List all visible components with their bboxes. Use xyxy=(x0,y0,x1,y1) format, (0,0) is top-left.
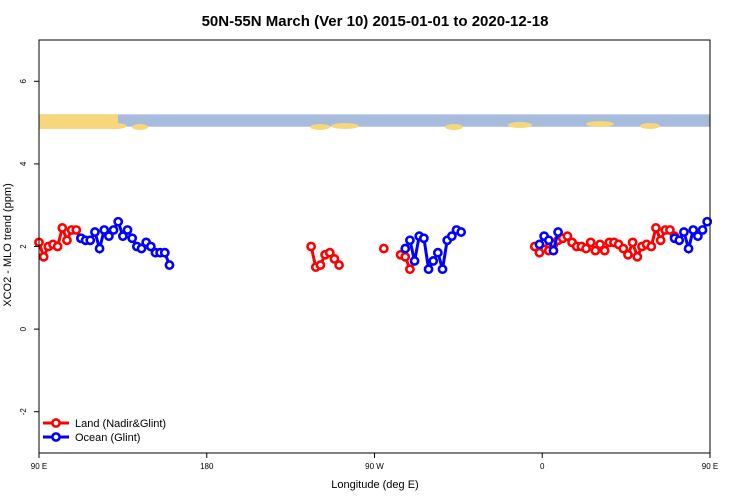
data-point xyxy=(400,251,411,262)
data-point xyxy=(405,235,415,246)
y-tick-label: -2 xyxy=(19,408,28,416)
data-point xyxy=(329,253,340,264)
data-point xyxy=(409,256,420,266)
data-point xyxy=(90,227,100,237)
data-point xyxy=(655,235,666,246)
x-tick-label: 180 xyxy=(200,462,214,471)
data-point xyxy=(562,231,573,242)
series-ocean xyxy=(76,216,713,275)
data-point xyxy=(595,239,605,250)
data-point xyxy=(697,225,708,235)
data-point xyxy=(543,235,554,246)
data-point xyxy=(688,225,699,235)
data-point xyxy=(334,260,344,270)
series-layer xyxy=(34,216,713,275)
data-point xyxy=(428,256,439,266)
y-tick-label: 4 xyxy=(19,161,28,166)
data-point xyxy=(674,235,685,246)
data-point xyxy=(52,241,63,252)
data-point xyxy=(159,247,170,258)
data-point xyxy=(665,225,675,235)
land-patch xyxy=(103,123,127,129)
land-patch xyxy=(586,121,614,127)
data-point xyxy=(164,260,175,270)
y-axis-label: XCO2 - MLO trend (ppm) xyxy=(2,183,14,306)
y-tick-label: 2 xyxy=(19,244,28,249)
x-tick-label: 90 E xyxy=(31,462,47,471)
land-patch xyxy=(310,124,330,130)
x-tick-label: 90 W xyxy=(365,462,384,471)
data-point xyxy=(324,247,335,258)
data-point xyxy=(127,233,138,244)
data-point xyxy=(437,264,448,275)
data-point xyxy=(534,247,545,258)
data-point xyxy=(651,223,661,233)
land-patch xyxy=(640,123,660,129)
data-point xyxy=(306,241,317,252)
land-patch xyxy=(132,124,148,130)
data-point xyxy=(38,251,49,262)
data-point xyxy=(646,241,657,252)
axes-layer: 90 E 180 90 W 0 90 E -2 0 2 4 6 xyxy=(19,39,718,471)
data-point xyxy=(85,235,96,246)
land-ocean-strip xyxy=(39,114,710,130)
data-point xyxy=(581,243,591,254)
legend-label: Ocean (Glint) xyxy=(75,432,140,444)
legend: Land (Nadir&Glint) Ocean (Glint) xyxy=(43,418,166,444)
land-patch xyxy=(445,124,463,130)
x-tick-label: 0 xyxy=(540,462,545,471)
legend-label: Land (Nadir&Glint) xyxy=(75,418,166,430)
data-point xyxy=(585,237,596,248)
y-tick-label: 6 xyxy=(19,79,28,84)
data-point xyxy=(446,231,457,242)
data-point xyxy=(590,245,601,256)
data-point xyxy=(423,264,434,275)
data-point xyxy=(400,243,411,254)
data-point xyxy=(627,237,638,248)
data-point xyxy=(679,227,689,237)
x-axis-label: Longitude (deg E) xyxy=(331,479,418,491)
data-point xyxy=(599,245,610,256)
land-patch xyxy=(508,122,532,128)
legend-marker xyxy=(51,432,61,442)
data-point xyxy=(623,249,633,260)
data-point xyxy=(71,225,82,235)
data-point xyxy=(108,225,119,235)
data-point xyxy=(113,216,124,227)
data-point xyxy=(692,231,703,242)
data-point xyxy=(618,243,629,254)
data-point xyxy=(315,260,326,270)
data-point xyxy=(702,216,713,227)
data-point xyxy=(534,239,545,250)
data-point xyxy=(548,245,559,256)
data-point xyxy=(136,243,147,254)
legend-marker xyxy=(51,418,61,428)
x-tick-label: 90 E xyxy=(702,462,718,471)
data-point xyxy=(418,233,429,244)
y-tick-label: 0 xyxy=(19,326,28,331)
data-point xyxy=(553,227,563,237)
data-point xyxy=(122,225,133,235)
data-point xyxy=(378,243,389,254)
data-point xyxy=(145,241,156,252)
data-point xyxy=(405,264,415,275)
ocean-band xyxy=(39,114,710,127)
data-point xyxy=(456,227,467,237)
data-point xyxy=(117,231,128,242)
chart-title: 50N-55N March (Ver 10) 2015-01-01 to 202… xyxy=(202,13,549,30)
land-patch xyxy=(331,123,359,129)
data-point xyxy=(62,235,72,246)
land-patch xyxy=(39,114,118,129)
data-point xyxy=(57,223,68,233)
data-point xyxy=(94,243,105,254)
series-land xyxy=(34,222,680,275)
data-point xyxy=(632,251,643,262)
data-point xyxy=(99,225,110,235)
data-point xyxy=(103,231,114,242)
data-point xyxy=(683,243,694,254)
data-point xyxy=(432,247,443,258)
